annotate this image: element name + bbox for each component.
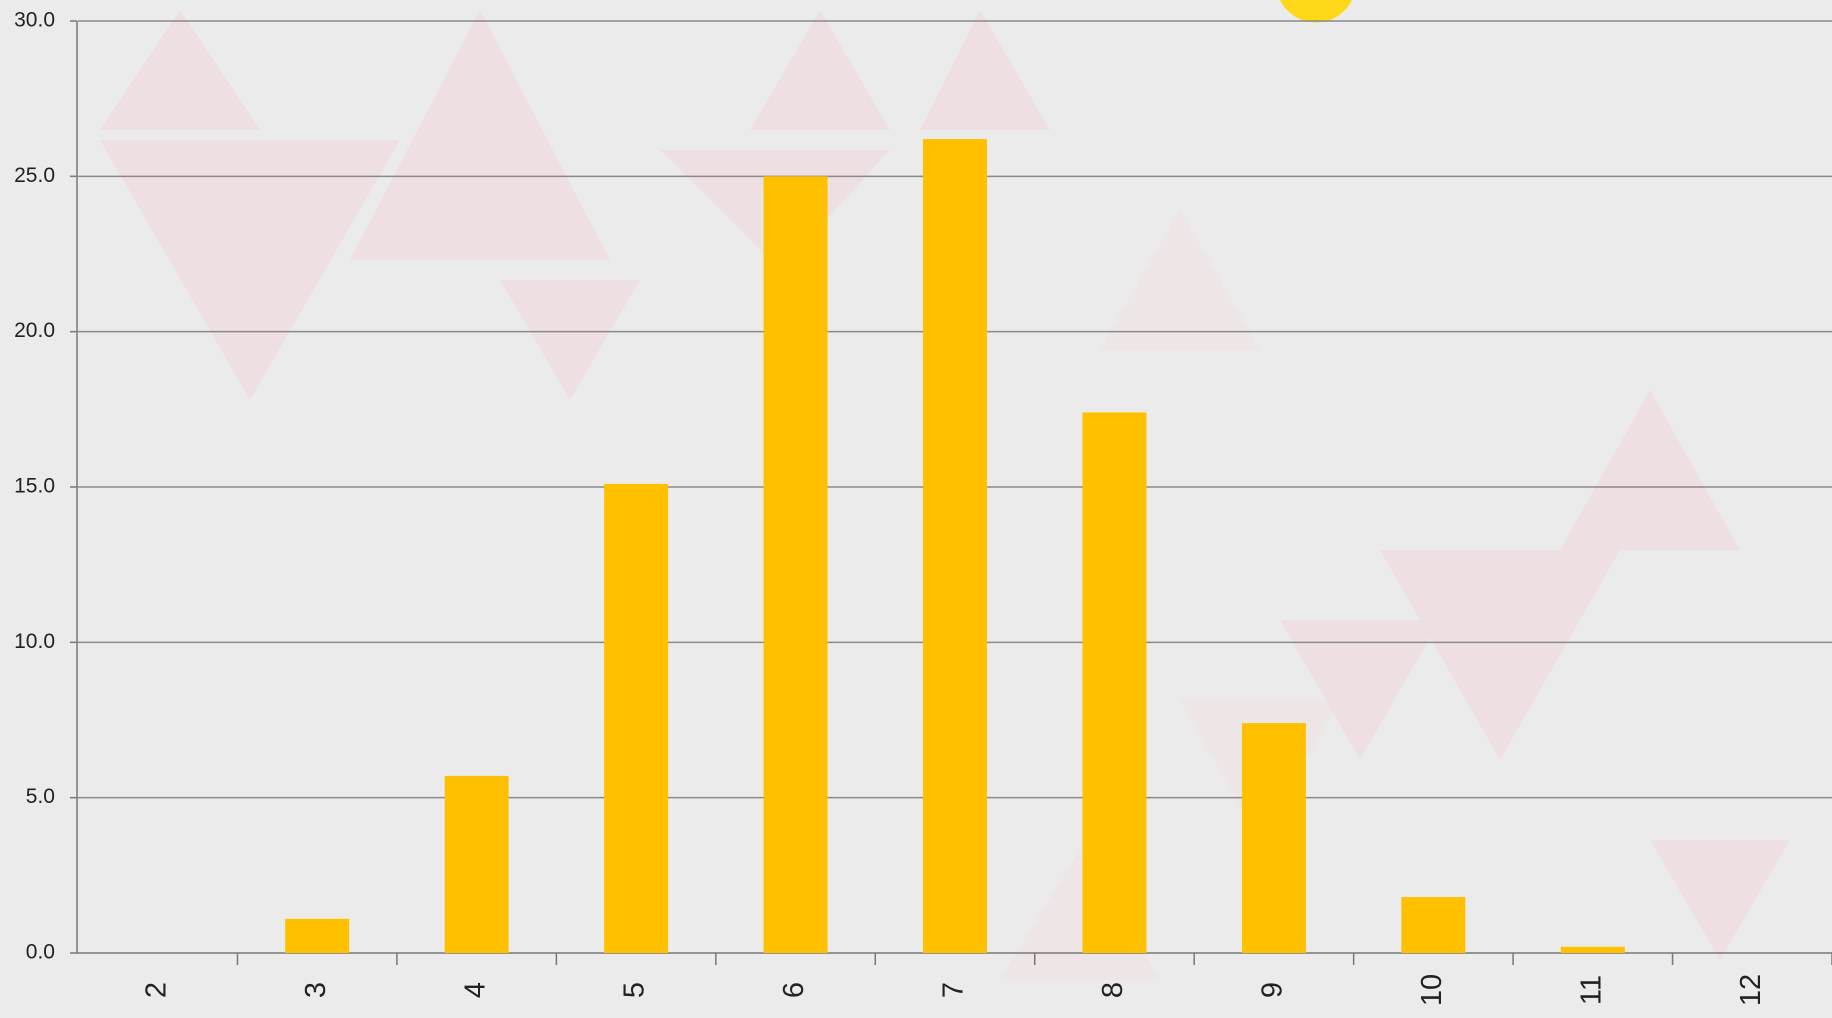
x-tick-label: 6 bbox=[778, 982, 810, 998]
y-tick-label: 25.0 bbox=[14, 164, 55, 187]
bar bbox=[923, 139, 987, 953]
bar bbox=[285, 919, 349, 953]
y-tick-label: 30.0 bbox=[14, 9, 55, 32]
decoration-circle bbox=[1280, 0, 1352, 23]
y-tick-label: 20.0 bbox=[14, 319, 55, 342]
chart: 0.0 5.0 10.0 15.0 20.0 25.0 30.0 2 3 4 5 6 7 8 9 10 11 12 bbox=[0, 0, 1832, 1018]
bar bbox=[604, 484, 668, 953]
page: {"chart_data": {"type": "bar", "categori… bbox=[0, 0, 1832, 1018]
x-tick-label: 4 bbox=[459, 982, 491, 998]
bar bbox=[764, 176, 828, 953]
x-tick-label: 7 bbox=[938, 982, 970, 998]
x-tick-label: 10 bbox=[1416, 974, 1448, 1006]
bar bbox=[445, 776, 509, 953]
y-tick-label: 5.0 bbox=[26, 785, 55, 808]
y-tick-label: 10.0 bbox=[14, 630, 55, 653]
bar bbox=[1561, 947, 1625, 953]
x-tick-label: 11 bbox=[1575, 975, 1607, 1005]
x-tick-label: 12 bbox=[1735, 974, 1767, 1006]
bar bbox=[1082, 412, 1146, 953]
bar bbox=[1401, 897, 1465, 953]
y-tick-label: 15.0 bbox=[14, 475, 55, 498]
y-tick-label: 0.0 bbox=[26, 941, 55, 964]
x-tick-label: 3 bbox=[300, 982, 332, 998]
x-tick-label: 2 bbox=[140, 982, 172, 998]
x-tick-label: 9 bbox=[1257, 982, 1289, 998]
x-tick-label: 8 bbox=[1097, 982, 1129, 998]
x-tick-label: 5 bbox=[619, 982, 651, 998]
bar bbox=[1242, 723, 1306, 953]
